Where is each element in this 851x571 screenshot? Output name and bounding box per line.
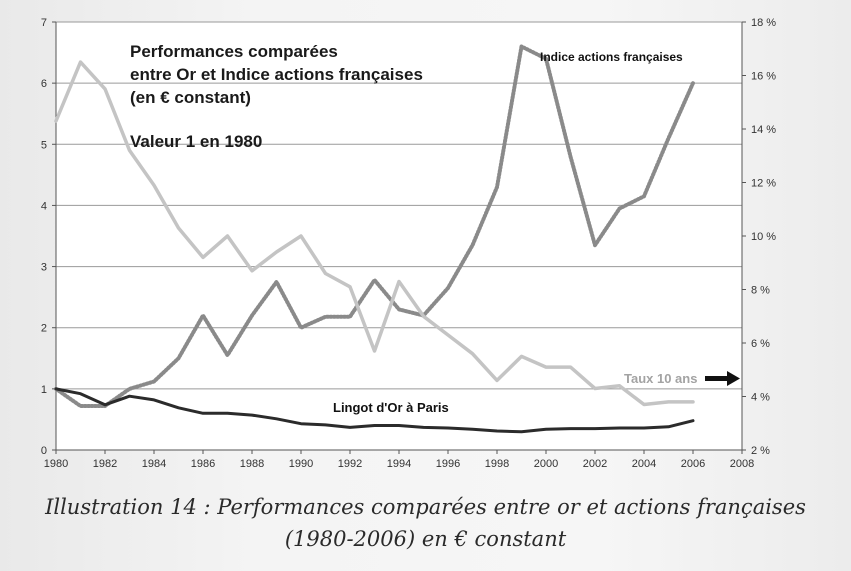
- figure-caption-line-2: (1980-2006) en € constant: [284, 527, 567, 551]
- tick-labels: 0 1 2 3 4 5 6 7 2 % 4 % 6 % 8 % 10 % 12 % 14 % 16 % 18 %…: [41, 17, 776, 470]
- series-line-taux-10-ans: [54, 60, 695, 407]
- stock-index-label: Indice actions françaises: [540, 50, 683, 64]
- y-right-tick-label: 14 %: [751, 124, 776, 136]
- plot-area: [56, 22, 742, 450]
- rate-10y-label: Taux 10 ans: [624, 371, 697, 386]
- y-left-tick-label: 0: [41, 445, 47, 457]
- x-tick-label: 1998: [485, 458, 509, 470]
- x-tick-label: 2002: [583, 458, 607, 470]
- x-tick-label: 1986: [191, 458, 215, 470]
- y-right-tick-label: 16 %: [751, 71, 776, 83]
- y-left-tick-label: 6: [41, 78, 47, 90]
- figure-caption-line-1: Illustration 14 : Performances comparées…: [45, 495, 806, 519]
- y-right-tick-label: 2 %: [751, 445, 770, 457]
- y-left-tick-label: 4: [41, 200, 47, 212]
- y-left-tick-label: 5: [41, 139, 47, 151]
- chart-title-line-1: Performances comparées: [130, 42, 338, 61]
- axes: [52, 21, 746, 454]
- chart-title: Performances comparées entre Or et Indic…: [130, 42, 423, 151]
- x-tick-label: 2006: [681, 458, 705, 470]
- y-right-tick-label: 4 %: [751, 392, 770, 404]
- x-tick-label: 1992: [338, 458, 362, 470]
- chart: 0 1 2 3 4 5 6 7 2 % 4 % 6 % 8 % 10 % 12 % 14 % 16 % 18 %…: [41, 17, 776, 470]
- x-tick-label: 2004: [632, 458, 656, 470]
- x-tick-label: 1994: [387, 458, 411, 470]
- x-tick-label: 2008: [730, 458, 754, 470]
- chart-title-line-3: (en € constant): [130, 88, 251, 107]
- x-tick-label: 1980: [44, 458, 68, 470]
- gold-ingot-label: Lingot d'Or à Paris: [333, 400, 449, 415]
- series-layer: [54, 44, 695, 434]
- x-tick-label: 1984: [142, 458, 166, 470]
- chart-subtitle: Valeur 1 en 1980: [130, 132, 262, 151]
- x-tick-label: 1988: [240, 458, 264, 470]
- y-right-tick-label: 10 %: [751, 231, 776, 243]
- gridlines: [56, 21, 742, 390]
- x-tick-label: 2000: [534, 458, 558, 470]
- y-right-tick-label: 18 %: [751, 17, 776, 29]
- y-right-tick-label: 6 %: [751, 338, 770, 350]
- y-left-tick-label: 1: [41, 384, 47, 396]
- x-tick-label: 1982: [93, 458, 117, 470]
- series-line-indice-actions-francaises: [54, 44, 695, 408]
- y-right-tick-label: 12 %: [751, 178, 776, 190]
- y-left-tick-label: 3: [41, 262, 47, 274]
- x-tick-label: 1990: [289, 458, 313, 470]
- chart-title-line-2: entre Or et Indice actions françaises: [130, 65, 423, 84]
- y-right-tick-label: 8 %: [751, 285, 770, 297]
- series-line-lingot-d-or-a-paris: [54, 387, 695, 434]
- y-left-tick-label: 7: [41, 17, 47, 29]
- right-arrow-icon: [705, 371, 740, 386]
- x-tick-label: 1996: [436, 458, 460, 470]
- y-left-tick-label: 2: [41, 323, 47, 335]
